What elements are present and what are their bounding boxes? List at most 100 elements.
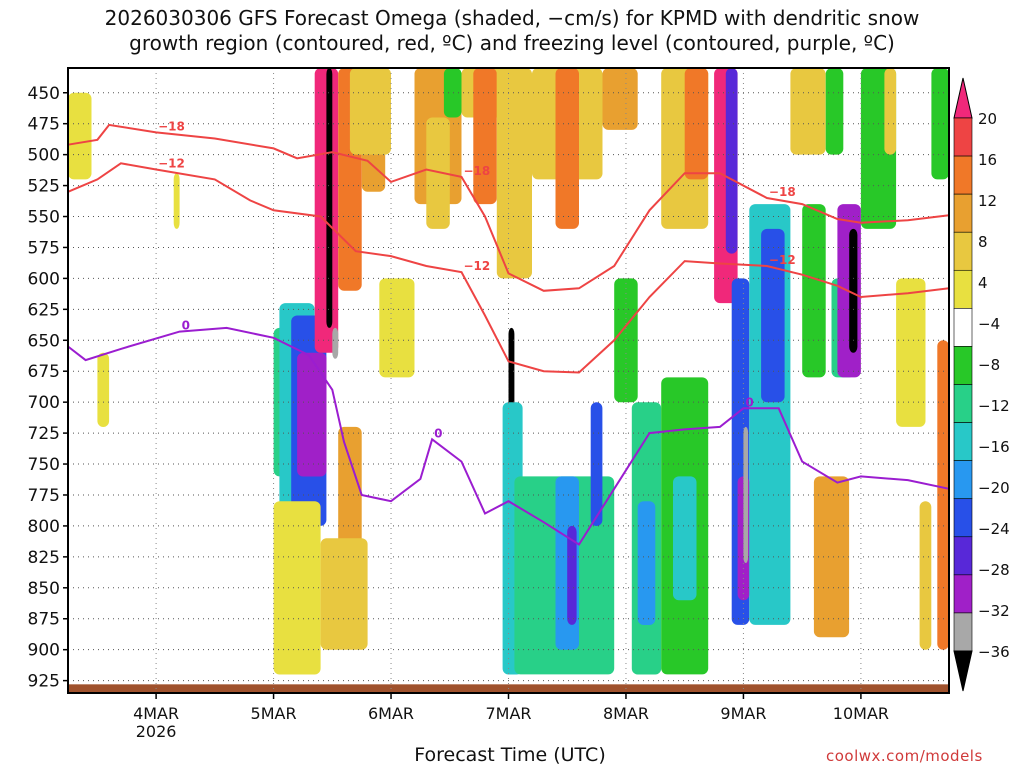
x-tick-label: 9MAR <box>720 704 766 723</box>
colorbar-swatch <box>953 155 973 195</box>
colorbar-swatch <box>953 460 973 500</box>
omega-cell <box>590 402 603 526</box>
y-tick-label: 750 <box>28 455 60 475</box>
title-line-2: growth region (contoured, red, ºC) and f… <box>129 31 895 55</box>
colorbar-label: 12 <box>978 192 997 210</box>
y-tick-label: 775 <box>28 486 60 506</box>
y-tick-label: 500 <box>28 146 60 166</box>
colorbar-label: −36 <box>978 643 1010 661</box>
contour-red_lower <box>67 162 950 374</box>
omega-cell <box>332 327 339 359</box>
y-tick-label: 475 <box>28 115 60 135</box>
grid-lines <box>68 68 949 693</box>
contour-label: −12 <box>769 253 796 267</box>
axes: 450 475 500 525 550 575 600 625 650 675 700 725 750 7… <box>28 67 950 741</box>
x-tick-label: 6MAR <box>368 704 414 723</box>
y-tick-label: 725 <box>28 424 60 444</box>
omega-cell <box>673 476 697 601</box>
omega-cell <box>637 501 656 625</box>
y-tick-label: 625 <box>28 300 60 320</box>
y-tick-label: 675 <box>28 362 60 382</box>
colorbar-label: −16 <box>978 438 1010 456</box>
omega-cell <box>496 68 532 279</box>
contour-label: −18 <box>158 119 185 133</box>
y-tick-label: 600 <box>28 269 60 289</box>
omega-cell <box>813 476 850 638</box>
colorbar-bottom-arrow <box>953 650 973 692</box>
colorbar-label: 8 <box>978 233 988 251</box>
x-tick-label: 4MAR <box>133 704 179 723</box>
y-tick-label: 700 <box>28 393 60 413</box>
contour-label: 0 <box>434 426 442 440</box>
chart-title: 2026030306 GFS Forecast Omega (shaded, −… <box>0 6 1024 56</box>
colorbar-label: −4 <box>978 315 1000 333</box>
colorbar-label: 20 <box>978 110 997 128</box>
colorbar-label: −28 <box>978 561 1010 579</box>
omega-cell <box>338 426 362 551</box>
y-tick-label: 525 <box>28 177 60 197</box>
omega-cell <box>931 68 949 180</box>
omega-cell <box>684 68 709 180</box>
omega-cell <box>326 68 333 328</box>
colorbar-swatch <box>953 231 973 271</box>
contour-label: 0 <box>182 319 190 333</box>
colorbar-swatch <box>953 422 973 461</box>
x-tick-label: 7MAR <box>485 704 531 723</box>
colorbar-swatch <box>953 193 973 233</box>
colorbar-swatch <box>953 498 973 538</box>
colorbar-swatch <box>953 346 973 385</box>
y-tick-label: 875 <box>28 610 60 630</box>
omega-cell <box>68 92 92 180</box>
colorbar: 20 16 12 8 4 −4 −8 −12 −16 −20 −24 −28 −32 −36 <box>953 77 1010 692</box>
omega-cell <box>379 278 415 378</box>
x-axis-title: Forecast Time (UTC) <box>414 744 606 766</box>
contour-red_upper <box>67 123 950 292</box>
colorbar-top-arrow <box>953 77 973 119</box>
colorbar-label: −20 <box>978 479 1010 497</box>
omega-cell <box>273 501 321 675</box>
omega-cell <box>473 68 497 205</box>
y-tick-label: 550 <box>28 208 60 228</box>
y-tick-label: 800 <box>28 517 60 537</box>
omega-cell <box>349 68 391 155</box>
omega-cell <box>919 501 932 650</box>
y-tick-label: 850 <box>28 579 60 599</box>
contour-label: −18 <box>769 185 796 199</box>
contour-label: −18 <box>464 164 491 178</box>
colorbar-label: −12 <box>978 397 1010 415</box>
colorbar-label: −24 <box>978 520 1010 538</box>
omega-cell <box>602 68 638 130</box>
x-tick-label: 8MAR <box>603 704 649 723</box>
omega-cell <box>297 352 327 477</box>
colorbar-swatch <box>953 612 973 652</box>
omega-cell <box>761 228 785 403</box>
colorbar-label: −32 <box>978 602 1010 620</box>
y-tick-label: 575 <box>28 238 60 258</box>
colorbar-swatch <box>953 536 973 576</box>
title-line-1: 2026030306 GFS Forecast Omega (shaded, −… <box>104 6 920 30</box>
omega-cell <box>849 228 858 353</box>
omega-cell <box>173 173 180 229</box>
omega-cell <box>567 525 577 625</box>
omega-cell <box>614 278 638 403</box>
omega-cell <box>825 68 844 155</box>
omega-cell <box>790 68 826 155</box>
contour-label: −12 <box>158 156 185 170</box>
omega-cell <box>802 204 826 378</box>
x-tick-label: 5MAR <box>251 704 297 723</box>
x-tick-sublabel: 2026 <box>136 722 177 741</box>
omega-cell <box>320 538 368 650</box>
omega-shading <box>68 68 949 693</box>
colorbar-label: 16 <box>978 151 997 169</box>
colorbar-label: −8 <box>978 356 1000 374</box>
credit-text: coolwx.com/models <box>826 747 983 765</box>
omega-cell <box>555 68 579 229</box>
omega-cell <box>443 68 462 118</box>
omega-cell <box>426 117 450 229</box>
contour-freezing_level <box>67 326 950 546</box>
contour-label: −12 <box>464 259 491 273</box>
contour-lines: −18 −18 −18 −12 −12 −12 0 0 0 <box>67 119 950 546</box>
y-tick-label: 825 <box>28 548 60 568</box>
omega-cell <box>725 68 738 254</box>
omega-cell <box>97 352 110 427</box>
